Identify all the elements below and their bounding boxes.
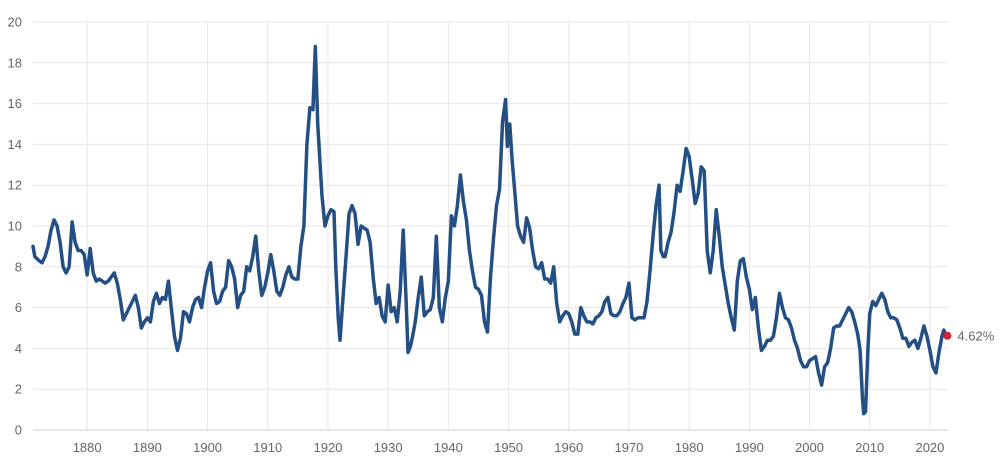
x-tick-label: 2000 [795,440,824,455]
x-tick-label: 1920 [314,440,343,455]
last-point-marker[interactable] [943,331,952,340]
y-tick-label: 10 [8,219,22,234]
x-axis-tick-labels: 1880 1890 1900 1910 1920 1930 1940 1950 1960 1970… [73,440,945,455]
x-tick-label: 1950 [494,440,523,455]
x-tick-label: 1980 [675,440,704,455]
y-tick-label: 14 [8,137,22,152]
x-tick-label: 1940 [434,440,463,455]
x-tick-label: 1990 [735,440,764,455]
y-tick-label: 4 [15,341,22,356]
x-tick-label: 1970 [614,440,643,455]
x-tick-label: 1880 [73,440,102,455]
x-tick-label: 1900 [193,440,222,455]
y-tick-label: 16 [8,96,22,111]
y-tick-label: 18 [8,55,22,70]
x-tick-label: 1890 [133,440,162,455]
x-tick-label: 1960 [554,440,583,455]
y-tick-label: 8 [15,259,22,274]
x-tick-label: 2020 [915,440,944,455]
y-axis-tick-labels: 0 2 4 6 8 10 12 14 16 18 20 [8,15,22,438]
last-value-label: 4.62% [957,328,994,343]
y-gridlines [33,21,948,390]
x-tick-label: 2010 [855,440,884,455]
x-tick-label: 1930 [374,440,403,455]
y-tick-label: 2 [15,382,22,397]
x-tick-label: 1910 [253,440,282,455]
y-tick-label: 6 [15,300,22,315]
y-tick-label: 12 [8,178,22,193]
y-tick-label: 0 [15,423,22,438]
series-line [31,44,950,416]
y-tick-label: 20 [8,15,22,30]
